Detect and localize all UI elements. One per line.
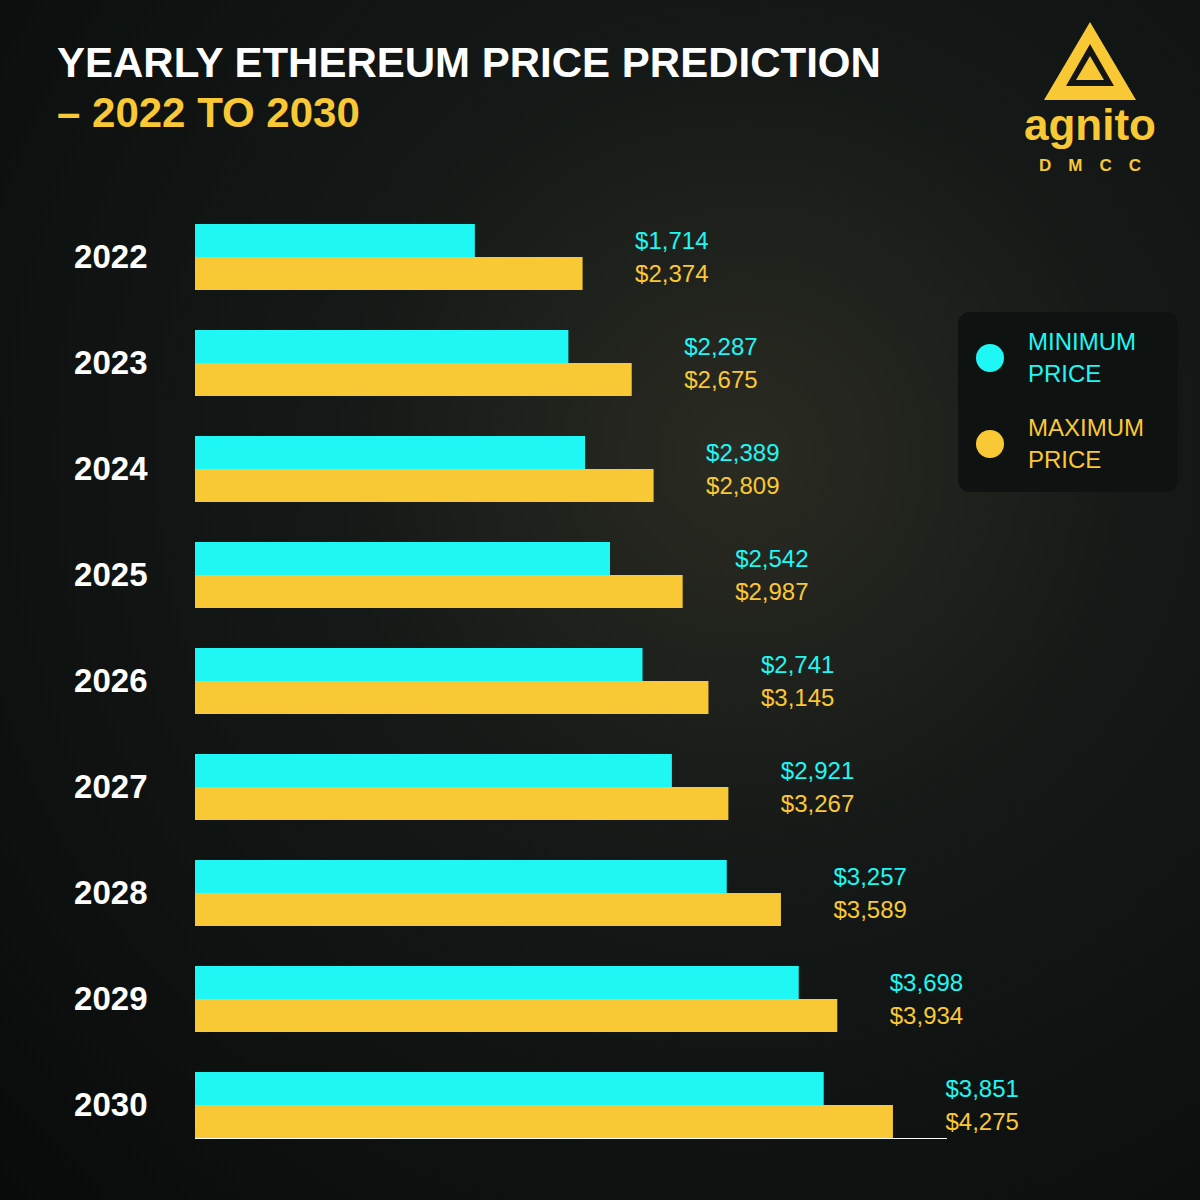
svg-text:$2,987: $2,987 [735,578,808,605]
svg-text:$3,589: $3,589 [833,896,906,923]
svg-text:2030: 2030 [74,1086,147,1123]
svg-text:$2,542: $2,542 [735,545,808,572]
html-text:MINIMUM: MINIMUM [1028,328,1136,355]
svg-text:2025: 2025 [74,556,147,593]
svg-text:2028: 2028 [74,874,147,911]
svg-text:$2,287: $2,287 [684,333,757,360]
svg-text:$3,267: $3,267 [781,790,854,817]
svg-text:$2,374: $2,374 [635,260,708,287]
svg-text:$3,698: $3,698 [890,969,963,996]
html-text:DMCC: DMCC [1039,156,1158,175]
svg-text:2026: 2026 [74,662,147,699]
html-text:agnito: agnito [1024,100,1156,149]
svg-text:2023: 2023 [74,344,147,381]
svg-text:2027: 2027 [74,768,147,805]
html-text:PRICE: PRICE [1028,446,1102,473]
svg-text:$2,389: $2,389 [706,439,779,466]
svg-text:$3,145: $3,145 [761,684,834,711]
svg-text:$3,851: $3,851 [945,1075,1018,1102]
svg-text:2024: 2024 [74,450,148,487]
svg-text:$2,741: $2,741 [761,651,834,678]
html-text:PRICE: PRICE [1028,360,1102,387]
html-text:– 2022 TO 2030: – 2022 TO 2030 [57,89,360,136]
svg-text:$2,921: $2,921 [781,757,854,784]
svg-text:$2,675: $2,675 [684,366,757,393]
svg-text:2022: 2022 [74,238,147,275]
svg-text:$2,809: $2,809 [706,472,779,499]
svg-text:$3,257: $3,257 [833,863,906,890]
svg-text:$3,934: $3,934 [890,1002,963,1029]
html-text:YEARLY ETHEREUM PRICE PREDICTI: YEARLY ETHEREUM PRICE PREDICTION [57,39,881,86]
svg-text:$4,275: $4,275 [945,1108,1018,1135]
html-text:MAXIMUM: MAXIMUM [1028,414,1144,441]
svg-text:$1,714: $1,714 [635,227,708,254]
svg-text:2029: 2029 [74,980,147,1017]
